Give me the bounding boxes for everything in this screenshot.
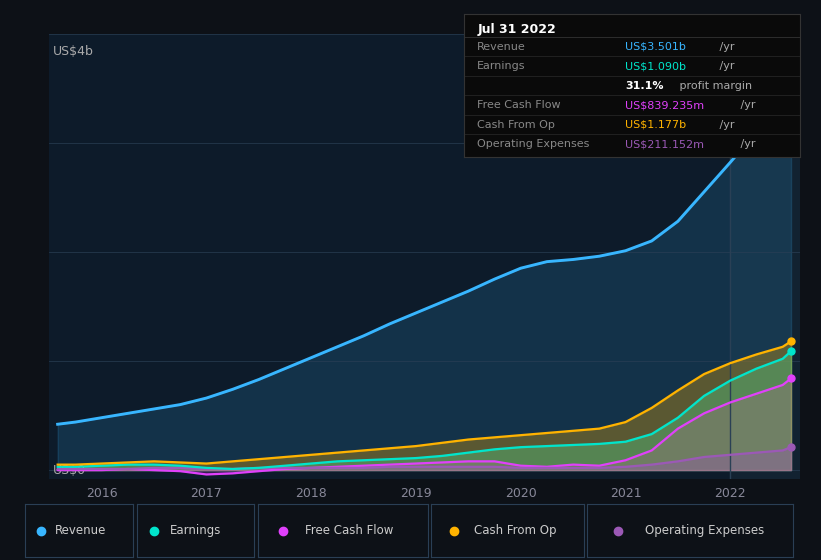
Text: US$4b: US$4b	[53, 45, 94, 58]
Text: US$1.177b: US$1.177b	[626, 120, 686, 130]
Text: Operating Expenses: Operating Expenses	[477, 139, 589, 149]
Text: Jul 31 2022: Jul 31 2022	[477, 22, 556, 36]
Text: US$3.501b: US$3.501b	[626, 41, 686, 52]
Text: Revenue: Revenue	[55, 524, 107, 537]
Text: US$211.152m: US$211.152m	[626, 139, 704, 149]
Text: /yr: /yr	[716, 120, 735, 130]
Text: Earnings: Earnings	[477, 61, 525, 71]
Text: US$839.235m: US$839.235m	[626, 100, 704, 110]
Text: profit margin: profit margin	[676, 81, 752, 91]
Text: Operating Expenses: Operating Expenses	[645, 524, 764, 537]
Text: 31.1%: 31.1%	[626, 81, 664, 91]
Text: /yr: /yr	[736, 139, 755, 149]
Text: Earnings: Earnings	[170, 524, 221, 537]
Text: US$0: US$0	[53, 464, 86, 477]
Text: /yr: /yr	[716, 41, 735, 52]
Text: Free Cash Flow: Free Cash Flow	[477, 100, 561, 110]
Text: /yr: /yr	[736, 100, 755, 110]
Bar	[730, 34, 800, 479]
Text: Free Cash Flow: Free Cash Flow	[305, 524, 393, 537]
Text: /yr: /yr	[716, 61, 735, 71]
Text: US$1.090b: US$1.090b	[626, 61, 686, 71]
Text: Cash From Op: Cash From Op	[477, 120, 555, 130]
Text: Revenue: Revenue	[477, 41, 526, 52]
Text: Cash From Op: Cash From Op	[474, 524, 557, 537]
